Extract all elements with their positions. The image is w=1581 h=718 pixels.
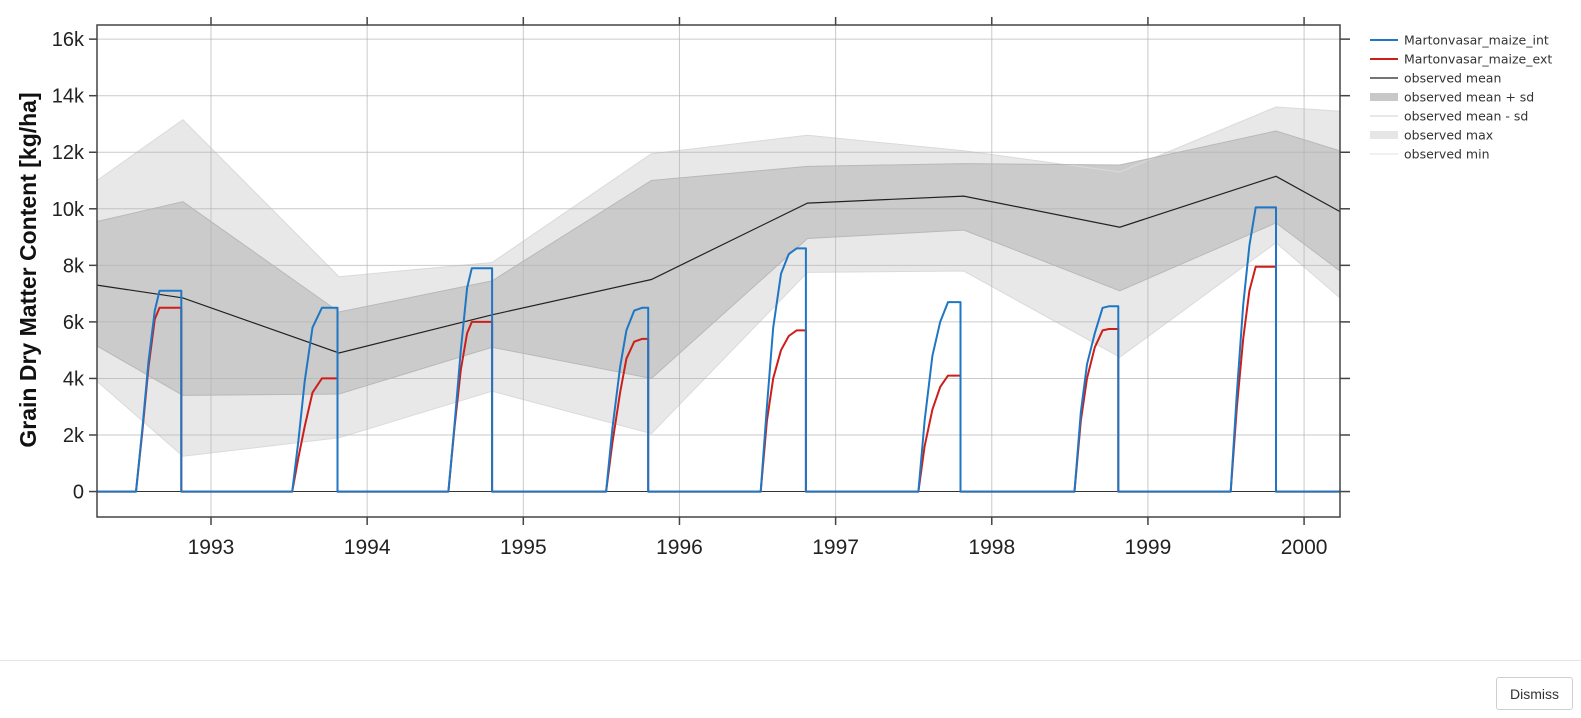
axes: 1993 1994 1995 1996 1997 1998 1999 2000 0 2k 4k 6k 8… — [52, 17, 1350, 559]
x-tick-label: 1998 — [968, 536, 1015, 559]
observed-mean-line — [96, 175, 1341, 354]
footer-bar: Dismiss — [0, 660, 1581, 718]
observed-max-line — [96, 106, 1341, 278]
band-min-region — [97, 222, 1340, 457]
legend-label: Martonvasar_maize_int — [1404, 33, 1549, 48]
band-sd-region — [97, 131, 1340, 396]
legend-label: observed max — [1404, 128, 1493, 143]
x-tick-label: 1994 — [344, 536, 391, 559]
dismiss-button[interactable]: Dismiss — [1496, 677, 1573, 710]
legend: Martonvasar_maize_int Martonvasar_maize_e… — [1370, 33, 1552, 162]
y-axis-label: Grain Dry Matter Content [kg/ha] — [15, 92, 41, 447]
x-tick-label: 2000 — [1281, 536, 1328, 559]
legend-swatch — [1370, 131, 1398, 139]
y-tick-label: 10k — [52, 199, 85, 221]
observed-mean-minus-sd-line — [96, 222, 1341, 396]
x-tick-label: 1999 — [1125, 536, 1172, 559]
legend-label: observed min — [1404, 147, 1490, 162]
band-max-region — [97, 107, 1340, 312]
observed-mean-plus-sd-line — [96, 130, 1341, 313]
x-tick-label: 1996 — [656, 536, 703, 559]
martonvasar-maize-int-line — [97, 206, 1340, 493]
y-tick-label: 12k — [52, 142, 85, 164]
legend-label: observed mean - sd — [1404, 109, 1528, 124]
plot-frame — [96, 24, 1341, 518]
y-tick-label: 4k — [63, 368, 85, 390]
observed-bands — [96, 106, 1341, 457]
legend-label: observed mean + sd — [1404, 90, 1534, 105]
legend-swatch — [1370, 93, 1398, 101]
y-tick-label: 0 — [73, 482, 84, 504]
x-tick-label: 1995 — [500, 536, 547, 559]
y-tick-label: 14k — [52, 86, 85, 108]
y-tick-label: 2k — [63, 425, 85, 447]
y-tick-label: 16k — [52, 29, 85, 51]
observed-min-line — [96, 242, 1341, 457]
chart: 1993 1994 1995 1996 1997 1998 1999 2000 0 2k 4k 6k 8… — [15, 17, 1552, 559]
x-tick-label: 1993 — [188, 536, 235, 559]
x-tick-label: 1997 — [812, 536, 859, 559]
legend-label: observed mean — [1404, 71, 1501, 86]
y-tick-label: 6k — [63, 312, 85, 334]
legend-label: Martonvasar_maize_ext — [1404, 52, 1552, 67]
series-lines — [96, 175, 1341, 493]
y-tick-label: 8k — [63, 255, 85, 277]
